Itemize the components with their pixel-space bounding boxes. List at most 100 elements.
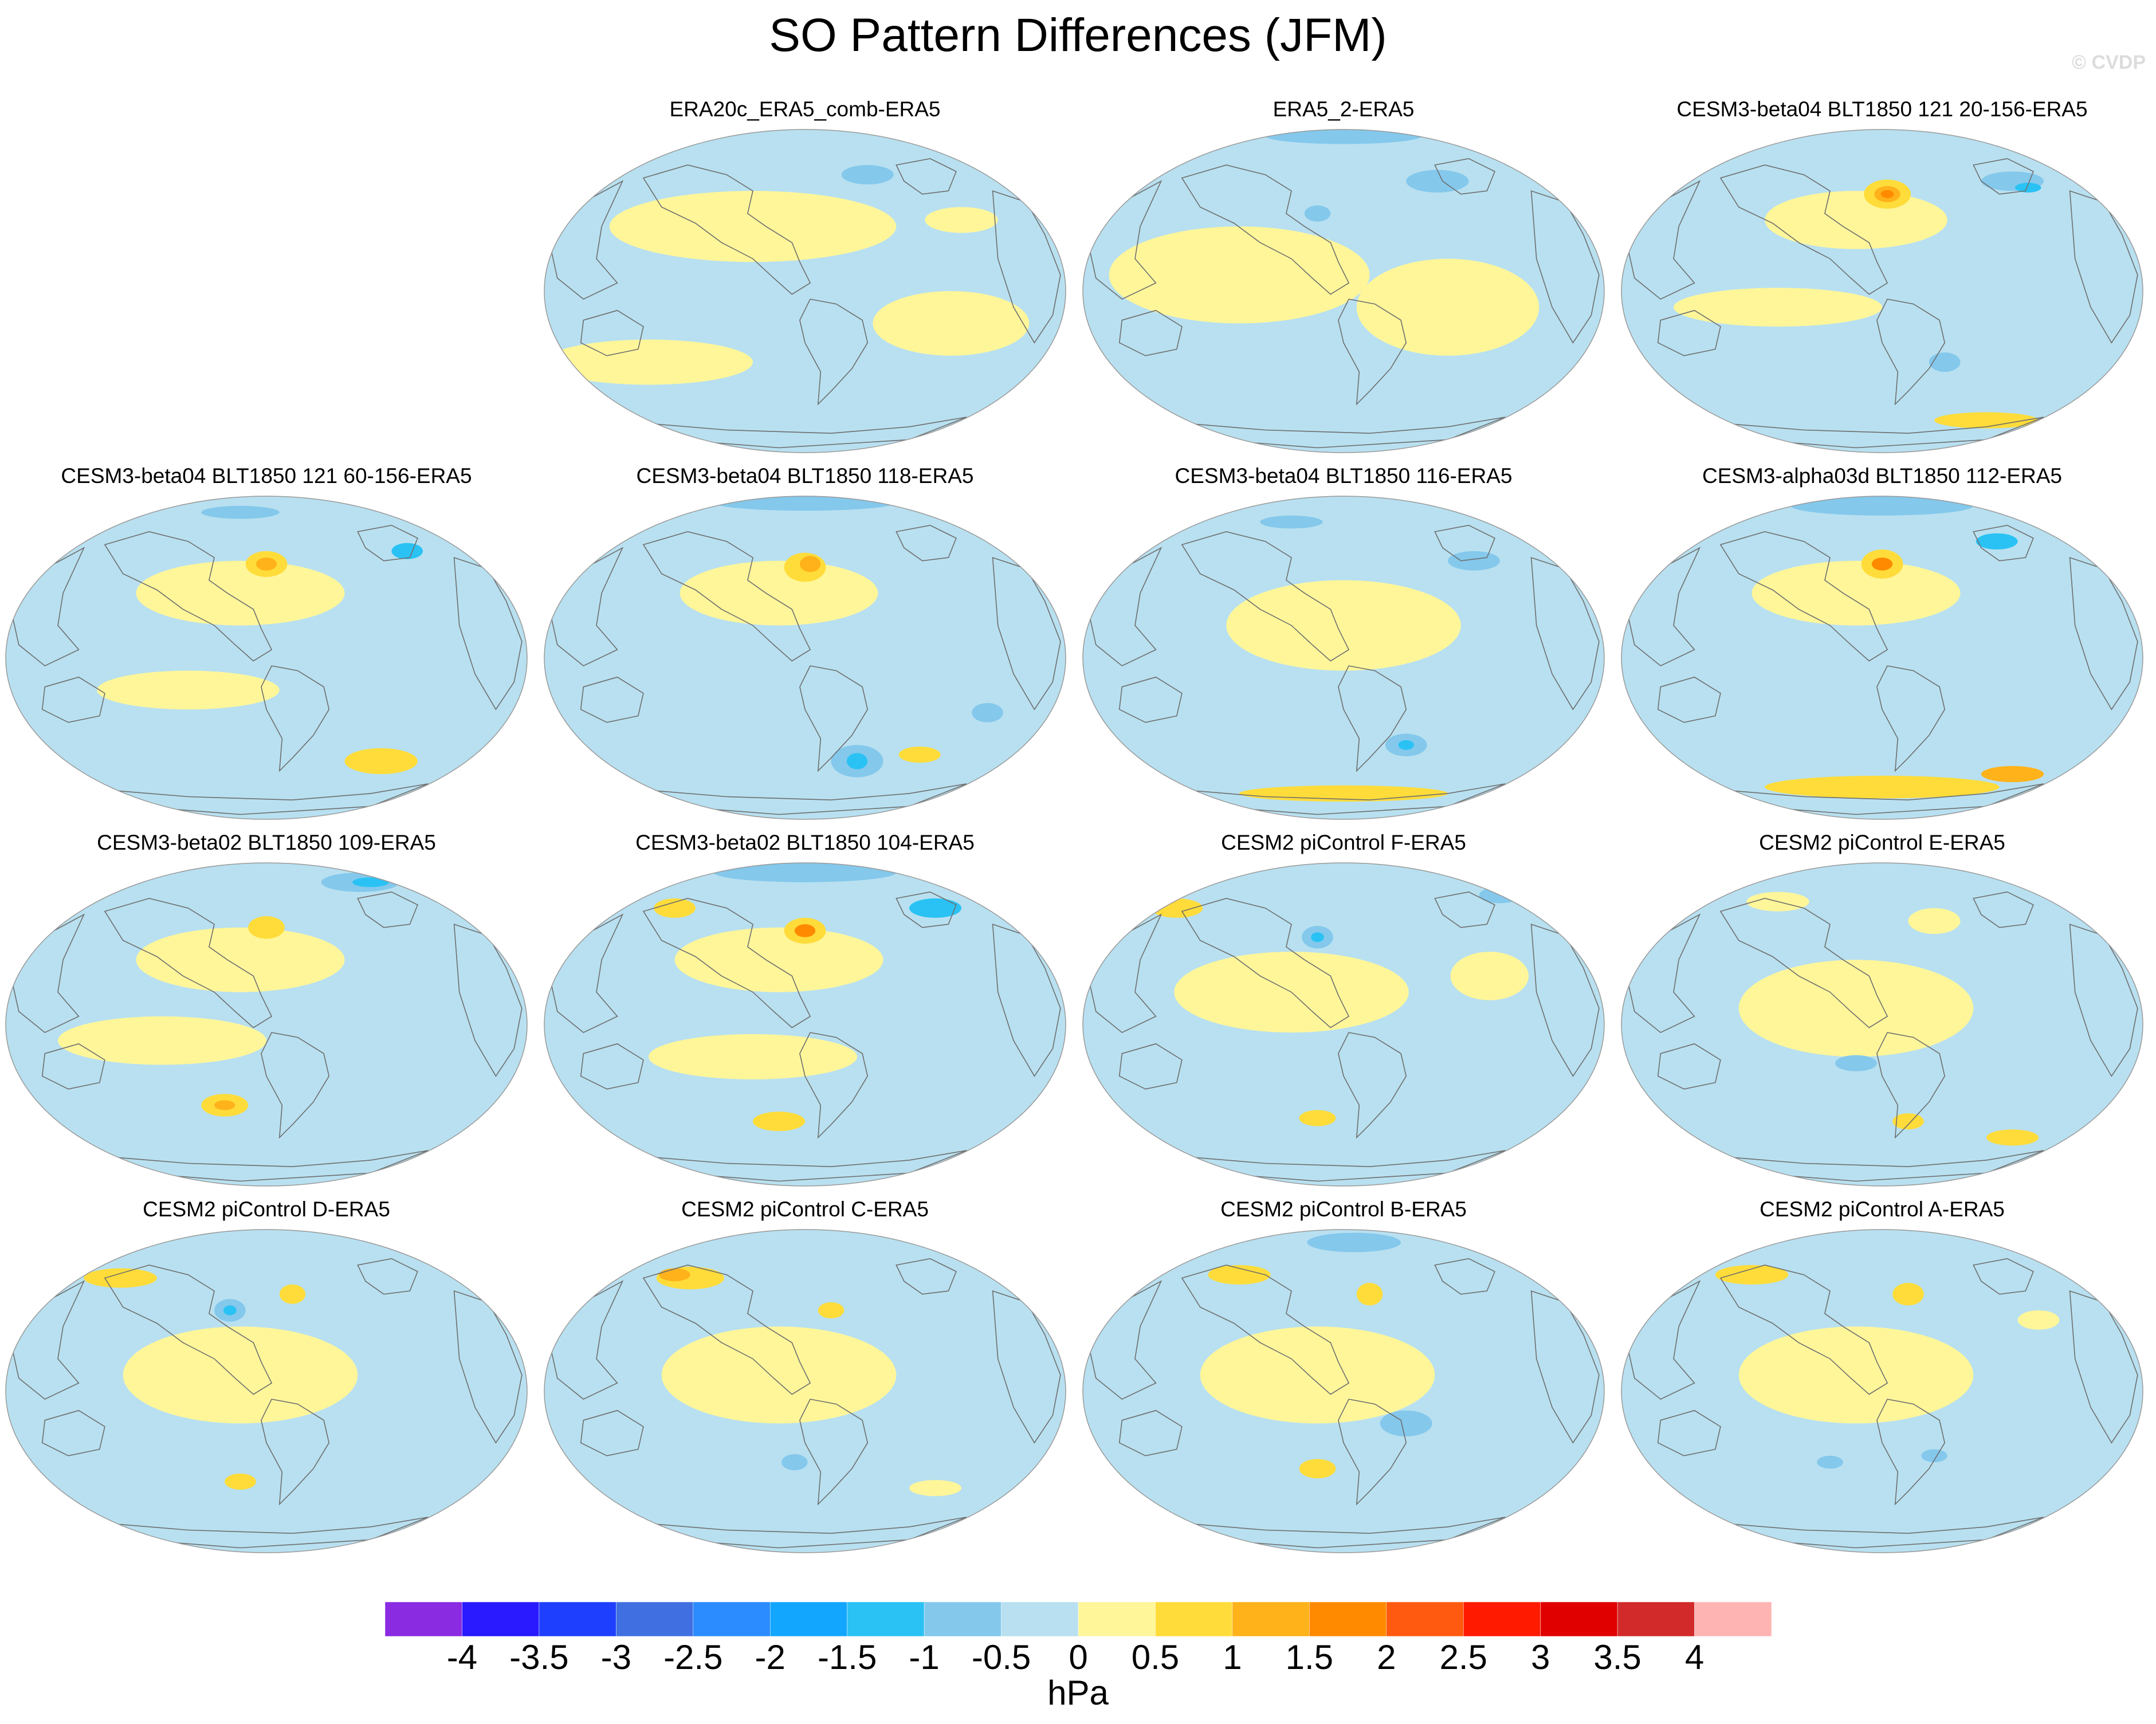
colorbar-box xyxy=(847,1602,925,1636)
coastline xyxy=(1626,1280,1701,1400)
colorbar-label: 1 xyxy=(1223,1638,1242,1676)
coastline xyxy=(2069,924,2138,1077)
coastline xyxy=(1118,1043,1183,1090)
map-border xyxy=(1621,496,2143,820)
coastline xyxy=(1719,164,1888,295)
anomaly-map xyxy=(1621,1229,2143,1553)
coastline xyxy=(1626,913,1701,1034)
anomaly-contour xyxy=(1751,560,1961,626)
colorbar-box xyxy=(1540,1602,1618,1636)
anomaly-contour xyxy=(279,1284,306,1304)
colorbar-box xyxy=(1694,1602,1772,1636)
map-border xyxy=(1082,1229,1605,1553)
colorbar-box xyxy=(539,1602,616,1636)
coastline xyxy=(549,547,624,667)
cvdp-credit: © CVDP xyxy=(2072,52,2146,73)
panel-title: CESM2 piControl A-ERA5 xyxy=(1760,1197,2005,1221)
colorbar-box xyxy=(1309,1602,1387,1636)
map-panel: CESM3-beta04 BLT1850 121 60-156-ERA5 xyxy=(0,463,533,830)
coastline xyxy=(357,891,418,928)
anomaly-contour xyxy=(1981,765,2044,783)
map-panel: CESM2 piControl E-ERA5 xyxy=(1616,830,2149,1196)
colorbar-label: -3.5 xyxy=(509,1638,569,1676)
anomaly-contour xyxy=(1450,952,1529,1000)
coastline xyxy=(1626,547,1701,667)
coastline xyxy=(2069,557,2138,710)
coastline xyxy=(1118,676,1183,723)
coastline xyxy=(1087,180,1163,300)
anomaly-contour xyxy=(1200,1326,1435,1424)
anomaly-contour xyxy=(223,1305,237,1315)
anomaly-contour xyxy=(136,927,345,992)
anomaly-contour xyxy=(1265,129,1422,144)
colorbar-box xyxy=(616,1602,694,1636)
anomaly-contour xyxy=(58,1016,266,1065)
panel-title: CESM2 piControl B-ERA5 xyxy=(1220,1197,1467,1221)
anomaly-contour xyxy=(654,898,696,918)
coastline xyxy=(580,309,644,356)
coastline xyxy=(1973,158,2034,195)
anomaly-contour xyxy=(2015,183,2041,193)
anomaly-contour xyxy=(1150,898,1203,918)
anomaly-contour xyxy=(136,560,345,626)
anomaly-contour xyxy=(1406,170,1469,193)
figure-title: SO Pattern Differences (JFM) xyxy=(769,9,1387,61)
anomaly-contour xyxy=(909,898,961,918)
coastline xyxy=(992,1290,1061,1444)
coastline xyxy=(1434,158,1495,195)
coastline xyxy=(549,1280,624,1400)
colorbar-label: 0.5 xyxy=(1131,1638,1180,1676)
anomaly-map xyxy=(544,496,1066,820)
coastline xyxy=(799,1399,869,1506)
map-border xyxy=(1621,129,2143,453)
map-panel: CESM2 piControl C-ERA5 xyxy=(539,1196,1071,1563)
anomaly-contour xyxy=(649,1034,857,1079)
panel-title: CESM2 piControl D-ERA5 xyxy=(143,1197,390,1221)
anomaly-contour xyxy=(1398,740,1414,750)
coastline xyxy=(1973,1258,2034,1295)
anomaly-contour xyxy=(1307,1232,1401,1252)
coastline xyxy=(896,158,957,195)
anomaly-contour xyxy=(925,207,998,233)
coastline xyxy=(261,1032,330,1139)
panel-title: CESM2 piControl F-ERA5 xyxy=(1221,831,1466,854)
coastline xyxy=(1876,299,1946,406)
coastline xyxy=(1338,299,1407,406)
colorbar-box xyxy=(693,1602,771,1636)
colorbar-label: -0.5 xyxy=(971,1638,1031,1676)
panel-title: CESM3-beta02 BLT1850 109-ERA5 xyxy=(97,831,436,854)
colorbar-label: -3 xyxy=(600,1638,631,1676)
map-panel: ERA20c_ERA5_comb-ERA5 xyxy=(539,96,1071,463)
coastline xyxy=(1530,190,1600,344)
colorbar-box xyxy=(1617,1602,1695,1636)
coastline xyxy=(453,1290,523,1444)
coastline xyxy=(357,1258,418,1295)
anomaly-map xyxy=(5,1229,528,1553)
anomaly-contour xyxy=(1260,515,1323,529)
anomaly-contour xyxy=(1986,1129,2039,1146)
anomaly-map xyxy=(1621,862,2143,1187)
anomaly-map xyxy=(544,129,1066,453)
map-border xyxy=(1621,1229,2143,1553)
anomaly-contour xyxy=(680,560,878,626)
coastline xyxy=(1719,898,1888,1028)
coastline xyxy=(642,1264,811,1395)
map-border xyxy=(1082,496,1605,820)
map-border xyxy=(5,496,528,820)
coastline xyxy=(1719,531,1888,662)
anomaly-map xyxy=(1621,496,2143,820)
map-panel: CESM2 piControl D-ERA5 xyxy=(0,1196,533,1563)
colorbar-label: 1.5 xyxy=(1285,1638,1334,1676)
colorbar-label: 4 xyxy=(1684,1638,1705,1676)
coastline xyxy=(41,676,105,723)
map-border xyxy=(1082,129,1605,453)
anomaly-contour xyxy=(661,1326,897,1424)
coastline xyxy=(799,299,869,406)
coastline xyxy=(580,1409,644,1456)
anomaly-contour xyxy=(1304,205,1331,222)
colorbar-box xyxy=(385,1602,462,1636)
panel-title: CESM2 piControl E-ERA5 xyxy=(1759,831,2005,854)
anomaly-contour xyxy=(1738,1326,1974,1424)
coastline xyxy=(357,524,418,561)
coastline xyxy=(1876,1032,1946,1139)
